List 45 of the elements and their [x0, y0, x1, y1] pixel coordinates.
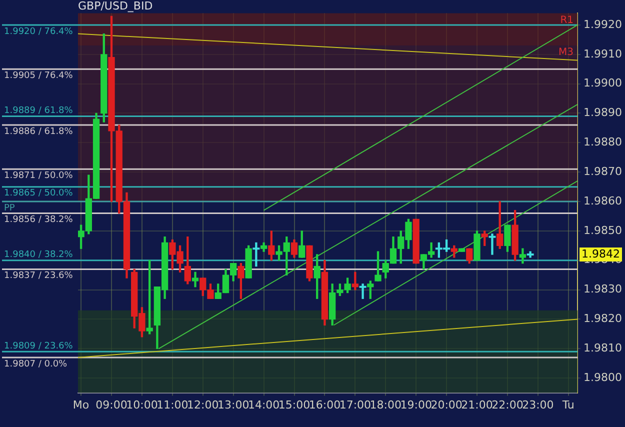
x-tick-label: 12:00	[187, 398, 219, 412]
y-tick-label: 1.9860	[584, 194, 622, 208]
ref-line-label: 1.9807 / 0.0%	[4, 359, 68, 370]
ref-line-label: 1.9840 / 38.2%	[4, 250, 74, 260]
y-tick-label: 1.9870	[584, 164, 622, 178]
x-tick-label: Tu	[561, 398, 574, 412]
y-tick-label: 1.9800	[584, 370, 622, 384]
x-tick-label: 23:00	[522, 398, 554, 412]
x-tick-label: 20:00	[430, 398, 462, 412]
ref-line-label: 1.9809 / 23.6%	[4, 341, 74, 352]
chart-title: GBP/USD_BID	[78, 0, 153, 12]
y-tick-label: 1.9850	[584, 224, 622, 237]
x-tick-label: Mo	[72, 398, 90, 412]
text: 1.9842	[582, 247, 620, 260]
x-tick-label: 17:00	[339, 398, 372, 412]
y-tick-label: 1.9910	[584, 47, 622, 60]
x-tick-label: 10:00	[126, 398, 158, 412]
x-tick-label: 15:00	[278, 398, 310, 412]
x-tick-label: 16:00	[308, 398, 341, 412]
y-tick-label: 1.9920	[584, 18, 622, 31]
ref-line-label: 1.9905 / 76.4%	[4, 70, 74, 81]
y-tick-label: 1.9900	[584, 76, 622, 90]
ref-line-label: 1.9865 / 50.0%	[4, 188, 74, 199]
x-tick-label: 19:00	[400, 398, 432, 412]
x-tick-label: 09:00	[96, 398, 128, 412]
ref-line-label: 1.9920 / 76.4%	[4, 26, 74, 37]
ref-line-label: 1.9871 / 50.0%	[4, 171, 74, 182]
y-tick-label: 1.9880	[584, 136, 622, 149]
x-tick-label: 14:00	[248, 398, 280, 412]
x-tick-label: 21:00	[461, 398, 493, 412]
x-tick-label: 22:00	[492, 398, 524, 412]
x-tick-label: 13:00	[217, 398, 250, 412]
x-tick-label: 11:00	[156, 398, 188, 412]
y-tick-label: 1.9810	[584, 342, 622, 355]
x-tick-label: 18:00	[370, 398, 402, 412]
y-tick-label: 1.9830	[584, 282, 622, 296]
y-tick-label: 1.9820	[584, 312, 622, 326]
band-label: M3	[558, 47, 574, 58]
ref-line-label: 1.9856 / 38.2%	[4, 215, 74, 226]
ref-line-label: 1.9889 / 61.8%	[4, 106, 74, 116]
ref-line-label: 1.9837 / 23.6%	[4, 271, 74, 282]
y-tick-label: 1.9890	[584, 106, 622, 120]
band-label: R1	[560, 14, 574, 26]
ref-line-label: PP	[4, 203, 16, 214]
ref-line-label: 1.9886 / 61.8%	[4, 126, 74, 137]
